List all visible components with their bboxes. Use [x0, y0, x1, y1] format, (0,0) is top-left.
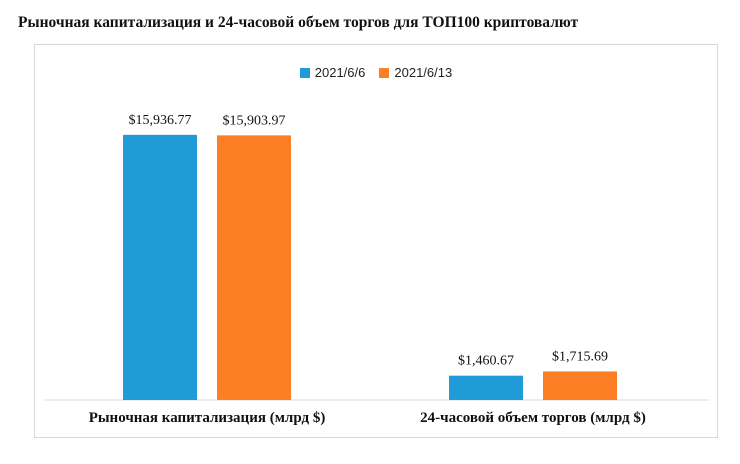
chart-title: Рыночная капитализация и 24-часовой объе… [18, 14, 579, 31]
legend-item-series-1: 2021/6/6 [299, 65, 366, 80]
category-label-2: 24-часовой объем торгов (млрд $) [420, 410, 646, 426]
bar-series-2-cat-2 [543, 371, 617, 400]
data-label-series-1-cat-2: $1,460.67 [458, 354, 514, 369]
legend: 2021/6/6 2021/6/13 [35, 65, 717, 80]
legend-label-series-1: 2021/6/6 [314, 65, 366, 80]
bar-series-2-cat-1 [217, 135, 291, 400]
chart-area: 2021/6/6 2021/6/13 $15,936.77 $15,903.97 Р… [34, 44, 718, 438]
bar-series-1-cat-1 [123, 134, 197, 400]
legend-item-series-2: 2021/6/13 [379, 65, 452, 80]
legend-swatch-series-2 [379, 67, 390, 78]
data-label-series-2-cat-2: $1,715.69 [552, 349, 608, 364]
legend-label-series-2: 2021/6/13 [394, 65, 453, 80]
bar-series-1-cat-2 [449, 375, 523, 400]
category-label-1: Рыночная капитализация (млрд $) [89, 410, 326, 426]
bar-plot: $15,936.77 $15,903.97 Рыночная капитализац… [45, 113, 709, 426]
data-label-series-1-cat-1: $15,936.77 [129, 113, 192, 128]
legend-swatch-series-1 [299, 67, 310, 78]
data-label-series-2-cat-1: $15,903.97 [223, 113, 286, 128]
